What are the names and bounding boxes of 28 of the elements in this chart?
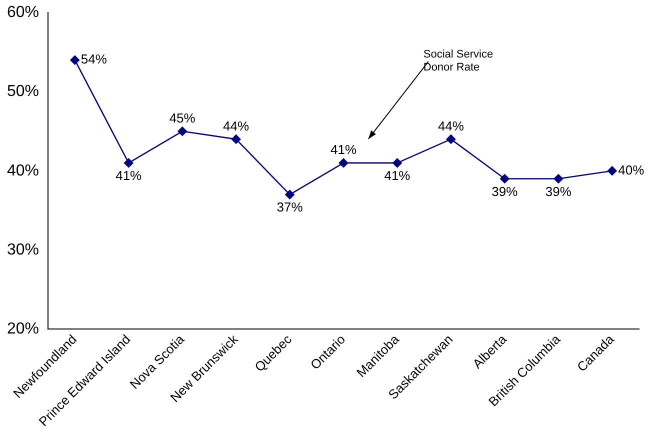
y-tick-label: 60% [6,4,40,22]
data-label: 40% [618,162,645,178]
data-label: 41% [384,168,411,184]
data-label: 44% [223,118,250,134]
data-label: 37% [276,200,304,215]
y-tick-label: 50% [6,83,40,100]
point [178,126,187,136]
data-label: 45% [169,110,196,126]
point [124,158,134,168]
data-label: 41% [116,168,142,184]
point [500,174,510,184]
point [392,158,402,168]
y-tick-label: 30% [6,241,40,258]
point [554,174,564,184]
data-label: 41% [330,142,357,158]
point [70,55,80,65]
y-tick-label: 40% [6,162,40,180]
data-label: 54% [80,52,108,67]
point [338,158,348,168]
y-tick-label: 20% [6,320,40,338]
point [285,190,294,200]
point [446,134,456,144]
data-label: 44% [438,118,464,134]
point [607,166,617,176]
data-label: 39% [545,184,572,199]
data-label: 39% [492,184,518,199]
point [231,134,241,144]
text: Social Service Donor Rate [423,48,494,74]
